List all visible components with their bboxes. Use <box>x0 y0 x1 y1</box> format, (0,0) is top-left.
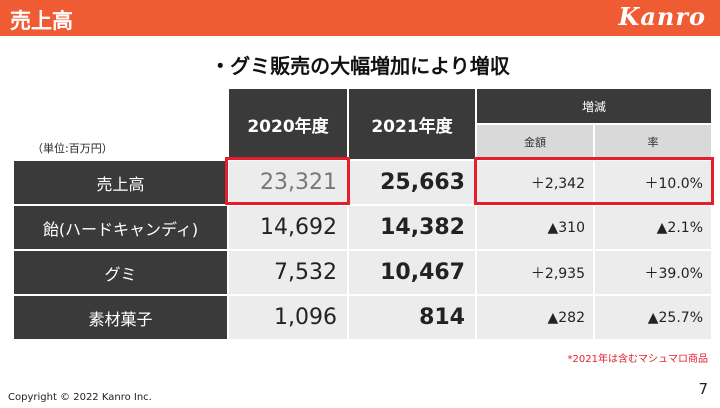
page-title: 売上高 <box>10 9 73 33</box>
cell-amount-material-snacks: ▲282 <box>477 296 593 339</box>
cell-rate-gummy: ＋39.0% <box>595 251 711 294</box>
cell-amount-sales: ＋2,342 <box>477 161 593 204</box>
row-label-gummy: グミ <box>14 251 227 294</box>
cell-2021-gummy: 10,467 <box>349 251 475 294</box>
cell-2020-material-snacks: 1,096 <box>229 296 347 339</box>
cell-rate-candy: ▲2.1% <box>595 206 711 249</box>
row-label-sales: 売上高 <box>14 161 227 204</box>
cell-rate-material-snacks: ▲25.7% <box>595 296 711 339</box>
col-header-rate: 率 <box>595 125 711 159</box>
unit-label: （単位:百万円） <box>32 142 113 155</box>
cell-2021-candy: 14,382 <box>349 206 475 249</box>
page-number: 7 <box>698 380 708 398</box>
highlight-box-change <box>474 157 714 205</box>
cell-2020-sales: 23,321 <box>229 161 347 204</box>
row-label-material-snacks: 素材菓子 <box>14 296 227 339</box>
cell-amount-candy: ▲310 <box>477 206 593 249</box>
col-header-amount: 金額 <box>477 125 593 159</box>
footnote: *2021年は含むマシュマロ商品 <box>567 354 708 365</box>
cell-amount-gummy: ＋2,935 <box>477 251 593 294</box>
col-header-2021: 2021年度 <box>349 89 475 159</box>
cell-2021-material-snacks: 814 <box>349 296 475 339</box>
highlight-box-2020 <box>225 157 350 205</box>
brand-logo: Kanro <box>618 2 706 31</box>
copyright: Copyright © 2022 Kanro Inc. <box>8 392 152 403</box>
row-label-candy: 飴(ハードキャンディ) <box>14 206 227 249</box>
col-header-change: 増減 <box>477 89 711 123</box>
slide-subtitle: ・グミ販売の大幅増加により増収 <box>210 54 510 78</box>
cell-2021-sales: 25,663 <box>349 161 475 204</box>
cell-rate-sales: ＋10.0% <box>595 161 711 204</box>
cell-2020-candy: 14,692 <box>229 206 347 249</box>
cell-2020-gummy: 7,532 <box>229 251 347 294</box>
col-header-2020: 2020年度 <box>229 89 347 159</box>
header-bar: 売上高 Kanro <box>0 0 720 36</box>
